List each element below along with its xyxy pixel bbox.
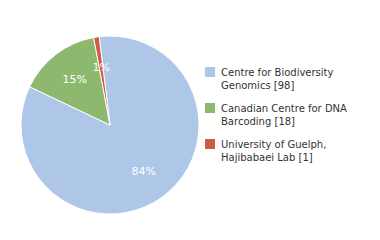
svg-text:1%: 1% — [92, 61, 109, 74]
svg-text:84%: 84% — [132, 165, 156, 178]
html-text:University of Guelph, Hajibaba: University of Guelph, Hajibabaei Lab [1] — [221, 139, 327, 163]
html-text:Centre for Biodiversity Genomi: Centre for Biodiversity Genomics [98] — [221, 67, 334, 91]
html-text:Canadian Centre for DNA Barcod: Canadian Centre for DNA Barcoding [18] — [221, 103, 347, 127]
svg-text:15%: 15% — [62, 73, 86, 86]
